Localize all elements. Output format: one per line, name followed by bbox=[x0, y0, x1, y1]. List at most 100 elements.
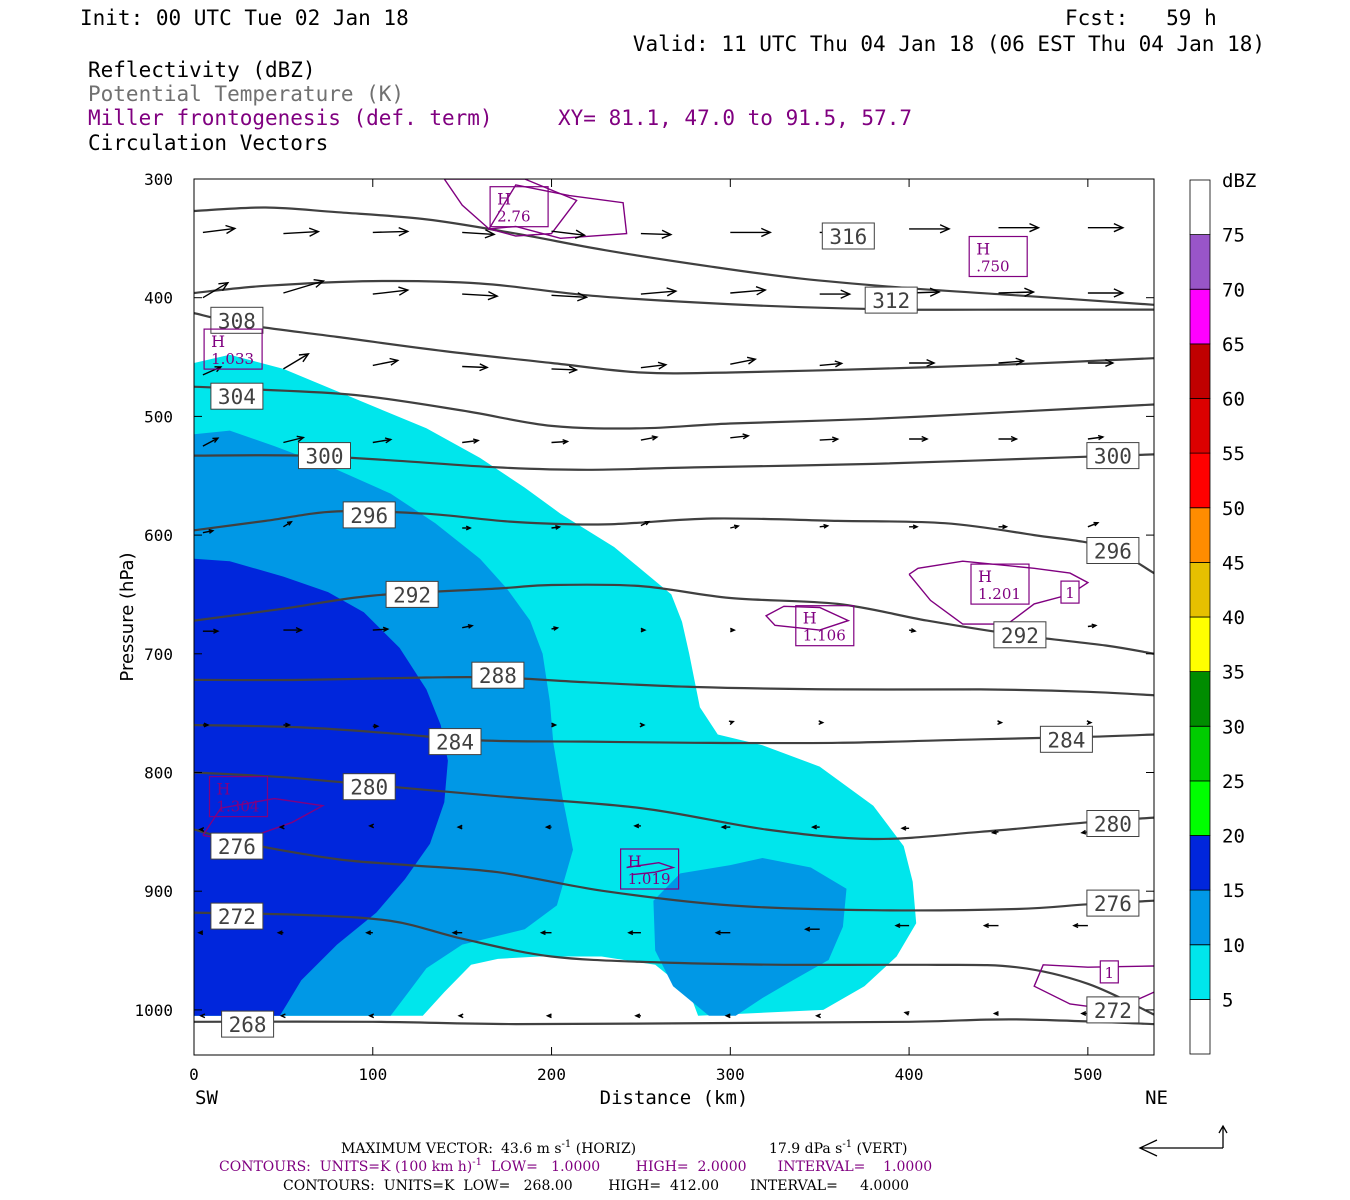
vector-shaft bbox=[202, 437, 219, 447]
circulation-vector bbox=[909, 435, 929, 443]
circulation-vector bbox=[462, 290, 499, 301]
circulation-vector bbox=[982, 923, 999, 929]
contour-label-layer: 3163123083043002962922882842802762722683… bbox=[203, 186, 1140, 1038]
vector-head bbox=[666, 287, 678, 297]
vector-head bbox=[484, 229, 496, 239]
circulation-vector bbox=[1087, 434, 1105, 441]
x-tick-label: 0 bbox=[189, 1065, 199, 1084]
frontogenesis-contour-label: 1 bbox=[1060, 580, 1080, 604]
frontogenesis-contour-label-text: 1 bbox=[1065, 584, 1075, 602]
vector-shaft bbox=[819, 362, 842, 367]
vector-shaft bbox=[283, 436, 304, 444]
circulation-vector bbox=[640, 435, 659, 441]
theta-contour-308 bbox=[194, 312, 1154, 375]
circulation-vector bbox=[462, 525, 472, 531]
circulation-vector bbox=[551, 229, 587, 239]
max-vector-vert-unit: (VERT) bbox=[852, 1141, 907, 1157]
max-vector-horiz-value: 43.6 m s bbox=[501, 1141, 562, 1157]
vector-head bbox=[742, 433, 750, 440]
vector-shaft bbox=[998, 360, 1024, 364]
theta-label-box bbox=[210, 832, 264, 860]
theta-label-box bbox=[864, 286, 918, 314]
contours-frontogenesis-exp: -1 bbox=[472, 1157, 482, 1168]
colorbar-level-label: 30 bbox=[1222, 716, 1245, 738]
vector-head bbox=[730, 627, 737, 633]
vector-head bbox=[926, 358, 936, 368]
theta-contour-304 bbox=[194, 385, 1154, 430]
circulation-vector bbox=[728, 720, 735, 726]
vector-head bbox=[479, 363, 489, 372]
theta-label-box bbox=[210, 382, 264, 410]
vector-head bbox=[831, 436, 840, 443]
theta-label-284: 284 bbox=[428, 728, 482, 756]
vector-head bbox=[279, 1013, 286, 1019]
vector-head bbox=[714, 930, 721, 936]
field-circulation-vectors: Circulation Vectors bbox=[88, 131, 328, 155]
colorbar-level-label: 35 bbox=[1222, 662, 1245, 684]
vector-head bbox=[912, 524, 919, 530]
theta-label-284: 284 bbox=[1039, 725, 1093, 753]
vector-head bbox=[368, 823, 375, 829]
vector-shaft bbox=[730, 289, 766, 294]
vector-head bbox=[365, 930, 372, 936]
theta-label-text: 296 bbox=[350, 504, 388, 528]
theta-contour-312 bbox=[194, 279, 1154, 311]
vector-head bbox=[544, 824, 551, 830]
vector-shaft bbox=[640, 436, 658, 441]
frontogenesis-max-symbol: H bbox=[628, 852, 642, 871]
max-vector-vert-exp: -1 bbox=[842, 1139, 852, 1150]
vector-head bbox=[634, 1013, 641, 1019]
frontogenesis-max-box bbox=[489, 186, 549, 228]
vector-head bbox=[545, 1013, 552, 1019]
y-tick-label: 400 bbox=[144, 289, 173, 308]
theta-label-text: 276 bbox=[218, 835, 256, 859]
theta-label-box bbox=[342, 773, 396, 801]
circulation-vector bbox=[640, 627, 647, 633]
vector-head bbox=[992, 1011, 999, 1016]
circulation-vector bbox=[1086, 720, 1093, 726]
theta-label-text: 268 bbox=[229, 1013, 267, 1037]
vector-head bbox=[368, 1013, 375, 1019]
theta-label-272: 272 bbox=[1086, 996, 1140, 1024]
vector-shaft bbox=[202, 530, 214, 534]
circulation-vector bbox=[551, 439, 570, 445]
circulation-vector bbox=[462, 363, 489, 372]
theta-label-box bbox=[1039, 725, 1093, 753]
theta-label-288: 288 bbox=[471, 661, 525, 689]
axes: 300 400 500 600 700 800 900 1000 0 100 200 300 400 50… bbox=[134, 170, 1154, 1084]
circulation-vector bbox=[365, 930, 373, 936]
frontogenesis-max-box bbox=[970, 563, 1030, 605]
vector-head bbox=[910, 628, 917, 633]
frontogenesis-contour-label-box bbox=[1060, 580, 1080, 604]
vector-shaft bbox=[462, 293, 498, 297]
footer: MAXIMUM VECTOR: 43.6 m s-1 (HORIZ) 17.9 dP… bbox=[219, 1139, 932, 1194]
frontogenesis-max-box bbox=[968, 235, 1028, 278]
colorbar-level-label: 50 bbox=[1222, 498, 1245, 520]
x-tick-label: 400 bbox=[895, 1065, 924, 1084]
circulation-vector bbox=[633, 823, 641, 829]
circulation-vector bbox=[368, 1013, 375, 1019]
circulation-vector bbox=[372, 723, 380, 729]
theta-label-268: 268 bbox=[221, 1010, 275, 1038]
frontogenesis-max-value: 1.304 bbox=[217, 798, 260, 816]
theta-label-box bbox=[1086, 442, 1140, 470]
frontogenesis-max-value: 1.106 bbox=[803, 627, 846, 645]
init-time: Init: 00 UTC Tue 02 Jan 18 bbox=[80, 6, 409, 30]
colorbar-swatch bbox=[1189, 398, 1211, 454]
vector-shaft bbox=[462, 231, 495, 236]
y-tick-label: 500 bbox=[144, 407, 173, 426]
circulation-vector bbox=[1087, 358, 1115, 368]
vector-head bbox=[990, 829, 997, 835]
theta-contour-316 bbox=[194, 206, 1154, 306]
vector-head bbox=[298, 353, 310, 363]
theta-label-312: 312 bbox=[864, 286, 918, 314]
max-vector-horiz-unit: (HORIZ) bbox=[571, 1141, 636, 1157]
vector-head bbox=[1024, 287, 1036, 297]
vector-head bbox=[373, 723, 380, 729]
vector-shaft bbox=[372, 628, 388, 631]
vector-head bbox=[225, 224, 237, 235]
colorbar-swatch bbox=[1189, 562, 1211, 618]
vector-head bbox=[398, 226, 410, 237]
theta-label-text: 272 bbox=[218, 905, 256, 929]
vector-shaft bbox=[372, 289, 408, 295]
